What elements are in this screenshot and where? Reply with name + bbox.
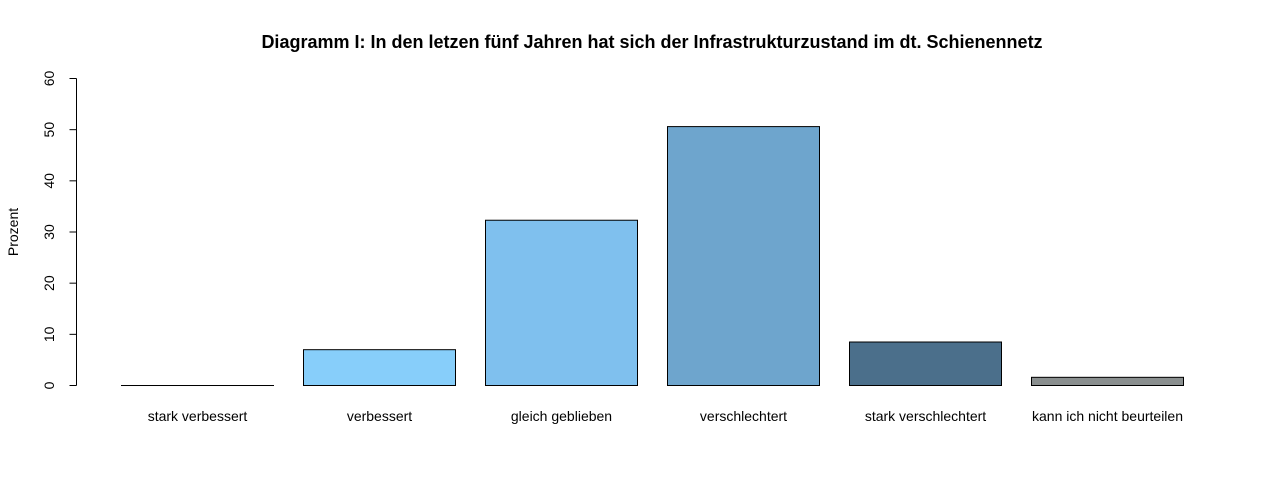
- bar-1: [303, 349, 456, 386]
- y-tick-label: 50: [41, 122, 57, 138]
- y-tick-label: 30: [41, 224, 57, 240]
- chart-title: Diagramm I: In den letzen fünf Jahren ha…: [261, 32, 1042, 52]
- x-tick-label: stark verschlechtert: [865, 408, 986, 424]
- y-tick-label: 20: [41, 275, 57, 291]
- bar-2: [485, 219, 638, 386]
- x-tick-label: gleich geblieben: [511, 408, 612, 424]
- x-tick-label: verbessert: [347, 408, 412, 424]
- x-axis-labels: stark verbessert verbessert gleich geblieb…: [148, 408, 1183, 424]
- y-tick-label: 40: [41, 173, 57, 189]
- y-axis: 0 10 20 30 40 50 60: [41, 71, 77, 389]
- bar-4: [849, 341, 1002, 386]
- x-tick-label: kann ich nicht beurteilen: [1032, 408, 1183, 424]
- y-axis-label: Prozent: [5, 208, 21, 256]
- y-tick-label: 0: [41, 381, 57, 389]
- bars: [121, 126, 1184, 387]
- x-tick-label: stark verbessert: [148, 408, 248, 424]
- y-tick-label: 10: [41, 326, 57, 342]
- x-tick-label: verschlechtert: [700, 408, 787, 424]
- y-tick-label: 60: [41, 71, 57, 87]
- bar-5: [1031, 376, 1184, 386]
- bar-3: [667, 126, 820, 386]
